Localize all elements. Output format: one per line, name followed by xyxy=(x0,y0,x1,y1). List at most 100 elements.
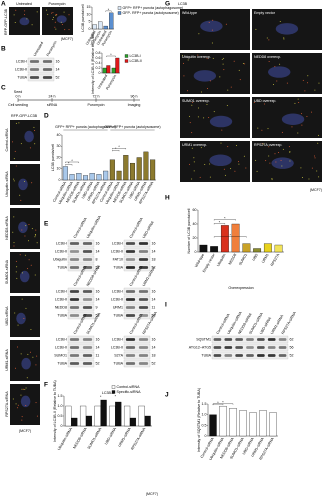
puncta xyxy=(317,142,319,144)
bar xyxy=(116,170,122,181)
puncta xyxy=(245,167,247,169)
size-label: 16 xyxy=(96,241,100,245)
puncta xyxy=(34,130,36,132)
bar xyxy=(263,243,272,253)
puncta xyxy=(212,19,214,21)
puncta xyxy=(238,161,240,163)
blot-strip xyxy=(123,303,151,312)
puncta xyxy=(19,194,21,196)
puncta xyxy=(35,229,37,231)
puncta xyxy=(18,122,20,124)
y-tick-label: 40 xyxy=(193,222,197,226)
puncta xyxy=(191,178,193,180)
puncta xyxy=(268,146,270,148)
x-tick-label: UBD xyxy=(252,253,259,262)
row-label: TUBA xyxy=(57,265,67,269)
y-tick-label: 15 xyxy=(87,5,91,9)
band xyxy=(267,338,276,341)
puncta xyxy=(13,216,15,218)
size-label: 52 xyxy=(290,353,294,357)
legend-swatch xyxy=(124,59,129,63)
puncta xyxy=(45,9,47,11)
y-tick-label: 20 xyxy=(193,236,197,240)
row-label: URM1 xyxy=(113,305,123,309)
puncta xyxy=(298,102,300,104)
band xyxy=(138,298,149,301)
bar xyxy=(102,67,107,74)
band xyxy=(246,354,254,357)
puncta xyxy=(15,122,17,124)
puncta xyxy=(209,176,211,178)
puncta xyxy=(197,116,199,118)
puncta xyxy=(223,168,225,170)
puncta xyxy=(213,111,215,113)
band xyxy=(224,346,233,349)
band xyxy=(278,346,287,349)
band xyxy=(138,354,149,357)
puncta xyxy=(204,163,206,165)
puncta xyxy=(35,364,37,366)
sig-bracket xyxy=(106,55,116,57)
puncta xyxy=(279,63,281,65)
bar xyxy=(89,173,95,181)
band xyxy=(138,266,149,269)
puncta xyxy=(19,254,21,256)
puncta xyxy=(189,163,191,165)
puncta xyxy=(27,353,29,355)
size-label: 56 xyxy=(290,345,294,349)
sig-bracket xyxy=(213,223,226,225)
puncta xyxy=(238,163,240,165)
puncta xyxy=(15,271,17,273)
bar xyxy=(62,166,68,181)
row-label: LC3B-II xyxy=(111,249,123,253)
puncta xyxy=(280,159,282,161)
band xyxy=(213,346,222,349)
row-label: ATG12–ATG5 xyxy=(189,345,211,349)
puncta xyxy=(22,388,24,390)
puncta xyxy=(317,134,319,136)
bar xyxy=(220,225,229,253)
puncta xyxy=(203,117,205,119)
row-label: LC3B-II xyxy=(111,297,123,301)
y-tick-label: 10 xyxy=(87,12,91,16)
puncta xyxy=(183,62,185,64)
puncta xyxy=(26,377,28,379)
time-label: 96 h xyxy=(131,94,138,98)
puncta xyxy=(243,155,245,157)
blot-strip xyxy=(67,335,95,344)
sig-bracket xyxy=(112,150,120,152)
puncta xyxy=(15,9,17,11)
size-label: 11 xyxy=(152,305,156,309)
y-tick-label: 40 xyxy=(57,133,61,137)
puncta xyxy=(297,98,299,100)
y-tick-label: 0.2 xyxy=(96,66,101,70)
band xyxy=(69,354,80,357)
puncta xyxy=(264,103,266,105)
band xyxy=(29,68,40,71)
puncta xyxy=(314,157,316,159)
x-tick-label: Ubiquitin-siRNA xyxy=(57,426,73,450)
puncta xyxy=(56,14,58,16)
puncta xyxy=(23,14,25,16)
puncta xyxy=(208,22,210,24)
cell-line: (MCF7) xyxy=(61,37,73,41)
puncta xyxy=(28,259,30,261)
x-tick-label: NEDD8-siRNA xyxy=(72,426,88,449)
row-label: SQSTM1 xyxy=(196,337,211,341)
blot-strip xyxy=(27,65,55,74)
size-label: 16 xyxy=(152,337,156,341)
puncta xyxy=(25,405,27,407)
puncta xyxy=(257,127,259,129)
legend-swatch xyxy=(111,385,116,389)
puncta xyxy=(13,242,15,244)
bar xyxy=(210,246,219,253)
puncta xyxy=(283,38,285,40)
blot-strip xyxy=(123,311,151,320)
nucleus xyxy=(200,20,223,32)
puncta xyxy=(189,115,191,117)
row-label: Ubiquitin-siRNA xyxy=(5,171,9,197)
puncta xyxy=(27,268,29,270)
bar xyxy=(123,155,129,181)
puncta xyxy=(301,124,303,126)
band xyxy=(278,354,287,357)
